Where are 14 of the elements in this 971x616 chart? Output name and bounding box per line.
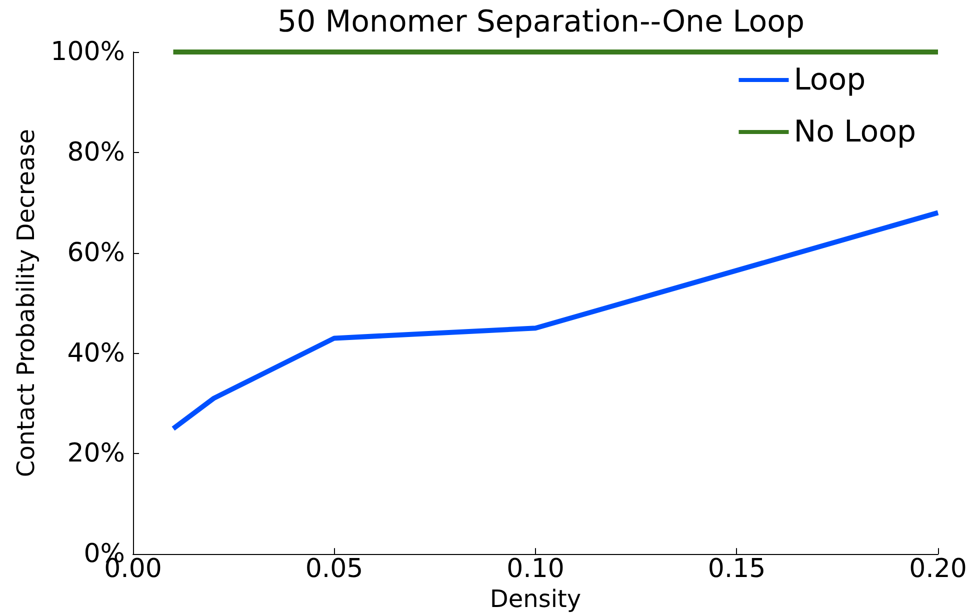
y-tick-label: 80% <box>67 137 125 168</box>
legend-label: No Loop <box>794 114 916 150</box>
x-tick-label: 0.15 <box>708 554 766 584</box>
legend-label: Loop <box>794 62 866 98</box>
x-tick-label: 0.10 <box>506 554 564 584</box>
y-tick-label: 20% <box>67 438 125 469</box>
y-tick-label: 40% <box>67 338 125 368</box>
y-axis-title: Contact Probability Decrease <box>12 129 40 478</box>
x-tick-label: 0.20 <box>909 554 967 584</box>
chart-title: 50 Monomer Separation--One Loop <box>277 4 805 40</box>
x-tick-label: 0.05 <box>305 554 364 584</box>
y-tick-label: 60% <box>67 238 125 268</box>
x-axis-title: Density <box>490 585 582 613</box>
y-tick-label: 100% <box>50 37 125 67</box>
